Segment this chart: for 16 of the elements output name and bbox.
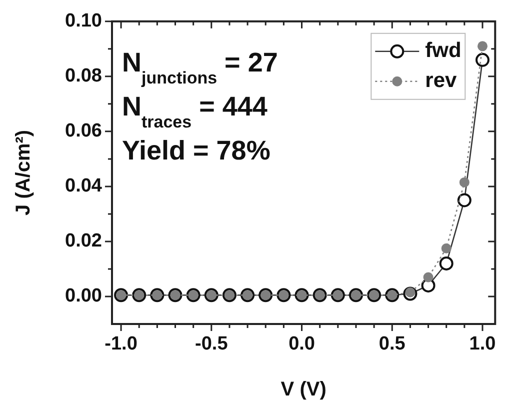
annotation: Yield = 78% — [122, 135, 270, 166]
legend-label: fwd — [425, 39, 462, 62]
x-tick-label: 0.5 — [378, 334, 406, 355]
y-axis-title: J (A/cm²) — [12, 130, 35, 216]
x-tick-label: -0.5 — [195, 334, 228, 355]
y-tick-label: 0.08 — [65, 66, 102, 87]
y-tick-label: 0.02 — [65, 230, 102, 252]
x-tick-label: 1.0 — [469, 334, 496, 355]
y-tick-label: 0.10 — [65, 10, 102, 32]
y-tick-label: 0.06 — [65, 120, 102, 142]
x-tick-label: 0.0 — [288, 334, 315, 355]
x-tick-label: -1.0 — [104, 334, 138, 355]
y-tick-label: 0.00 — [65, 286, 102, 307]
legend-label: rev — [425, 69, 457, 92]
x-axis-title: V (V) — [280, 378, 326, 401]
y-tick-label: 0.04 — [65, 176, 102, 197]
